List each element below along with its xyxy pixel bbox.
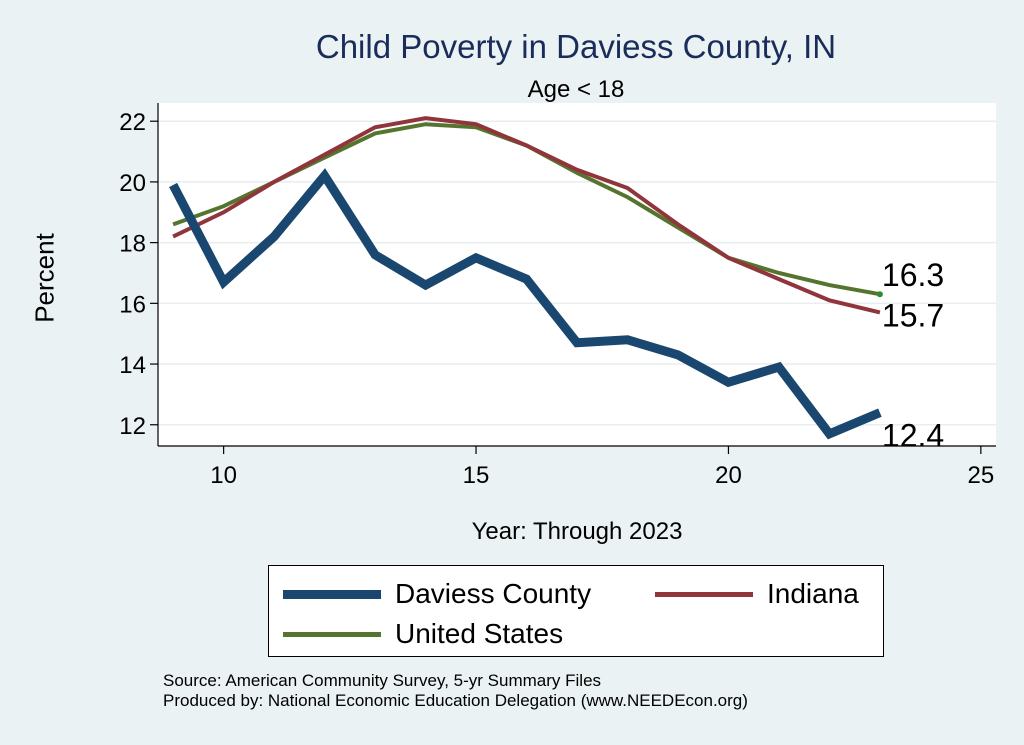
end-label-daviess-county: 12.4	[882, 418, 944, 454]
axes: 12 14 16 18 20 22 10 15 20 25	[119, 103, 996, 489]
end-label-united-states: 16.3	[882, 257, 944, 293]
chart-subtitle: Age < 18	[527, 76, 625, 103]
legend-item-indiana: Indiana	[655, 578, 859, 610]
y-axis-label: Percent	[29, 233, 60, 323]
legend-swatch-united-states	[283, 631, 381, 637]
x-tick-label-15: 15	[463, 462, 490, 489]
y-tick-label-18: 18	[119, 231, 146, 258]
legend-label-daviess-county: Daviess County	[395, 578, 592, 609]
y-tick-label-22: 22	[119, 109, 146, 136]
source-note: Source: American Community Survey, 5-yr …	[163, 671, 748, 711]
y-tick-label-14: 14	[119, 352, 146, 379]
producer-line: Produced by: National Economic Education…	[163, 691, 748, 710]
x-tick-label-25: 25	[968, 462, 995, 489]
plot-area	[158, 103, 996, 446]
x-axis-label: Year: Through 2023	[471, 518, 683, 545]
gridlines	[158, 120, 996, 426]
x-tick-label-20: 20	[715, 462, 742, 489]
legend-swatch-daviess-county	[283, 589, 381, 599]
series-line-indiana	[172, 116, 881, 315]
y-tick-label-20: 20	[119, 170, 146, 197]
legend-label-united-states: United States	[395, 618, 564, 649]
legend: Daviess County Indiana United States	[268, 565, 884, 657]
chart-title: Child Poverty in Daviess County, IN	[315, 28, 837, 65]
source-line: Source: American Community Survey, 5-yr …	[163, 671, 602, 690]
y-tick-label-16: 16	[119, 291, 146, 318]
legend-label-indiana: Indiana	[767, 578, 859, 609]
end-labels: 12.4 15.7 16.3	[876, 257, 944, 454]
series-lines	[169, 116, 882, 440]
series-line-daviess-county	[169, 168, 882, 440]
legend-item-daviess-county: Daviess County	[283, 578, 591, 610]
x-tick-label-10: 10	[210, 462, 237, 489]
end-label-indiana: 15.7	[882, 297, 944, 333]
y-tick-label-12: 12	[119, 413, 146, 440]
legend-swatch-indiana	[655, 591, 753, 597]
end-marker-united-states	[876, 291, 883, 298]
legend-item-united-states: United States	[283, 618, 563, 650]
